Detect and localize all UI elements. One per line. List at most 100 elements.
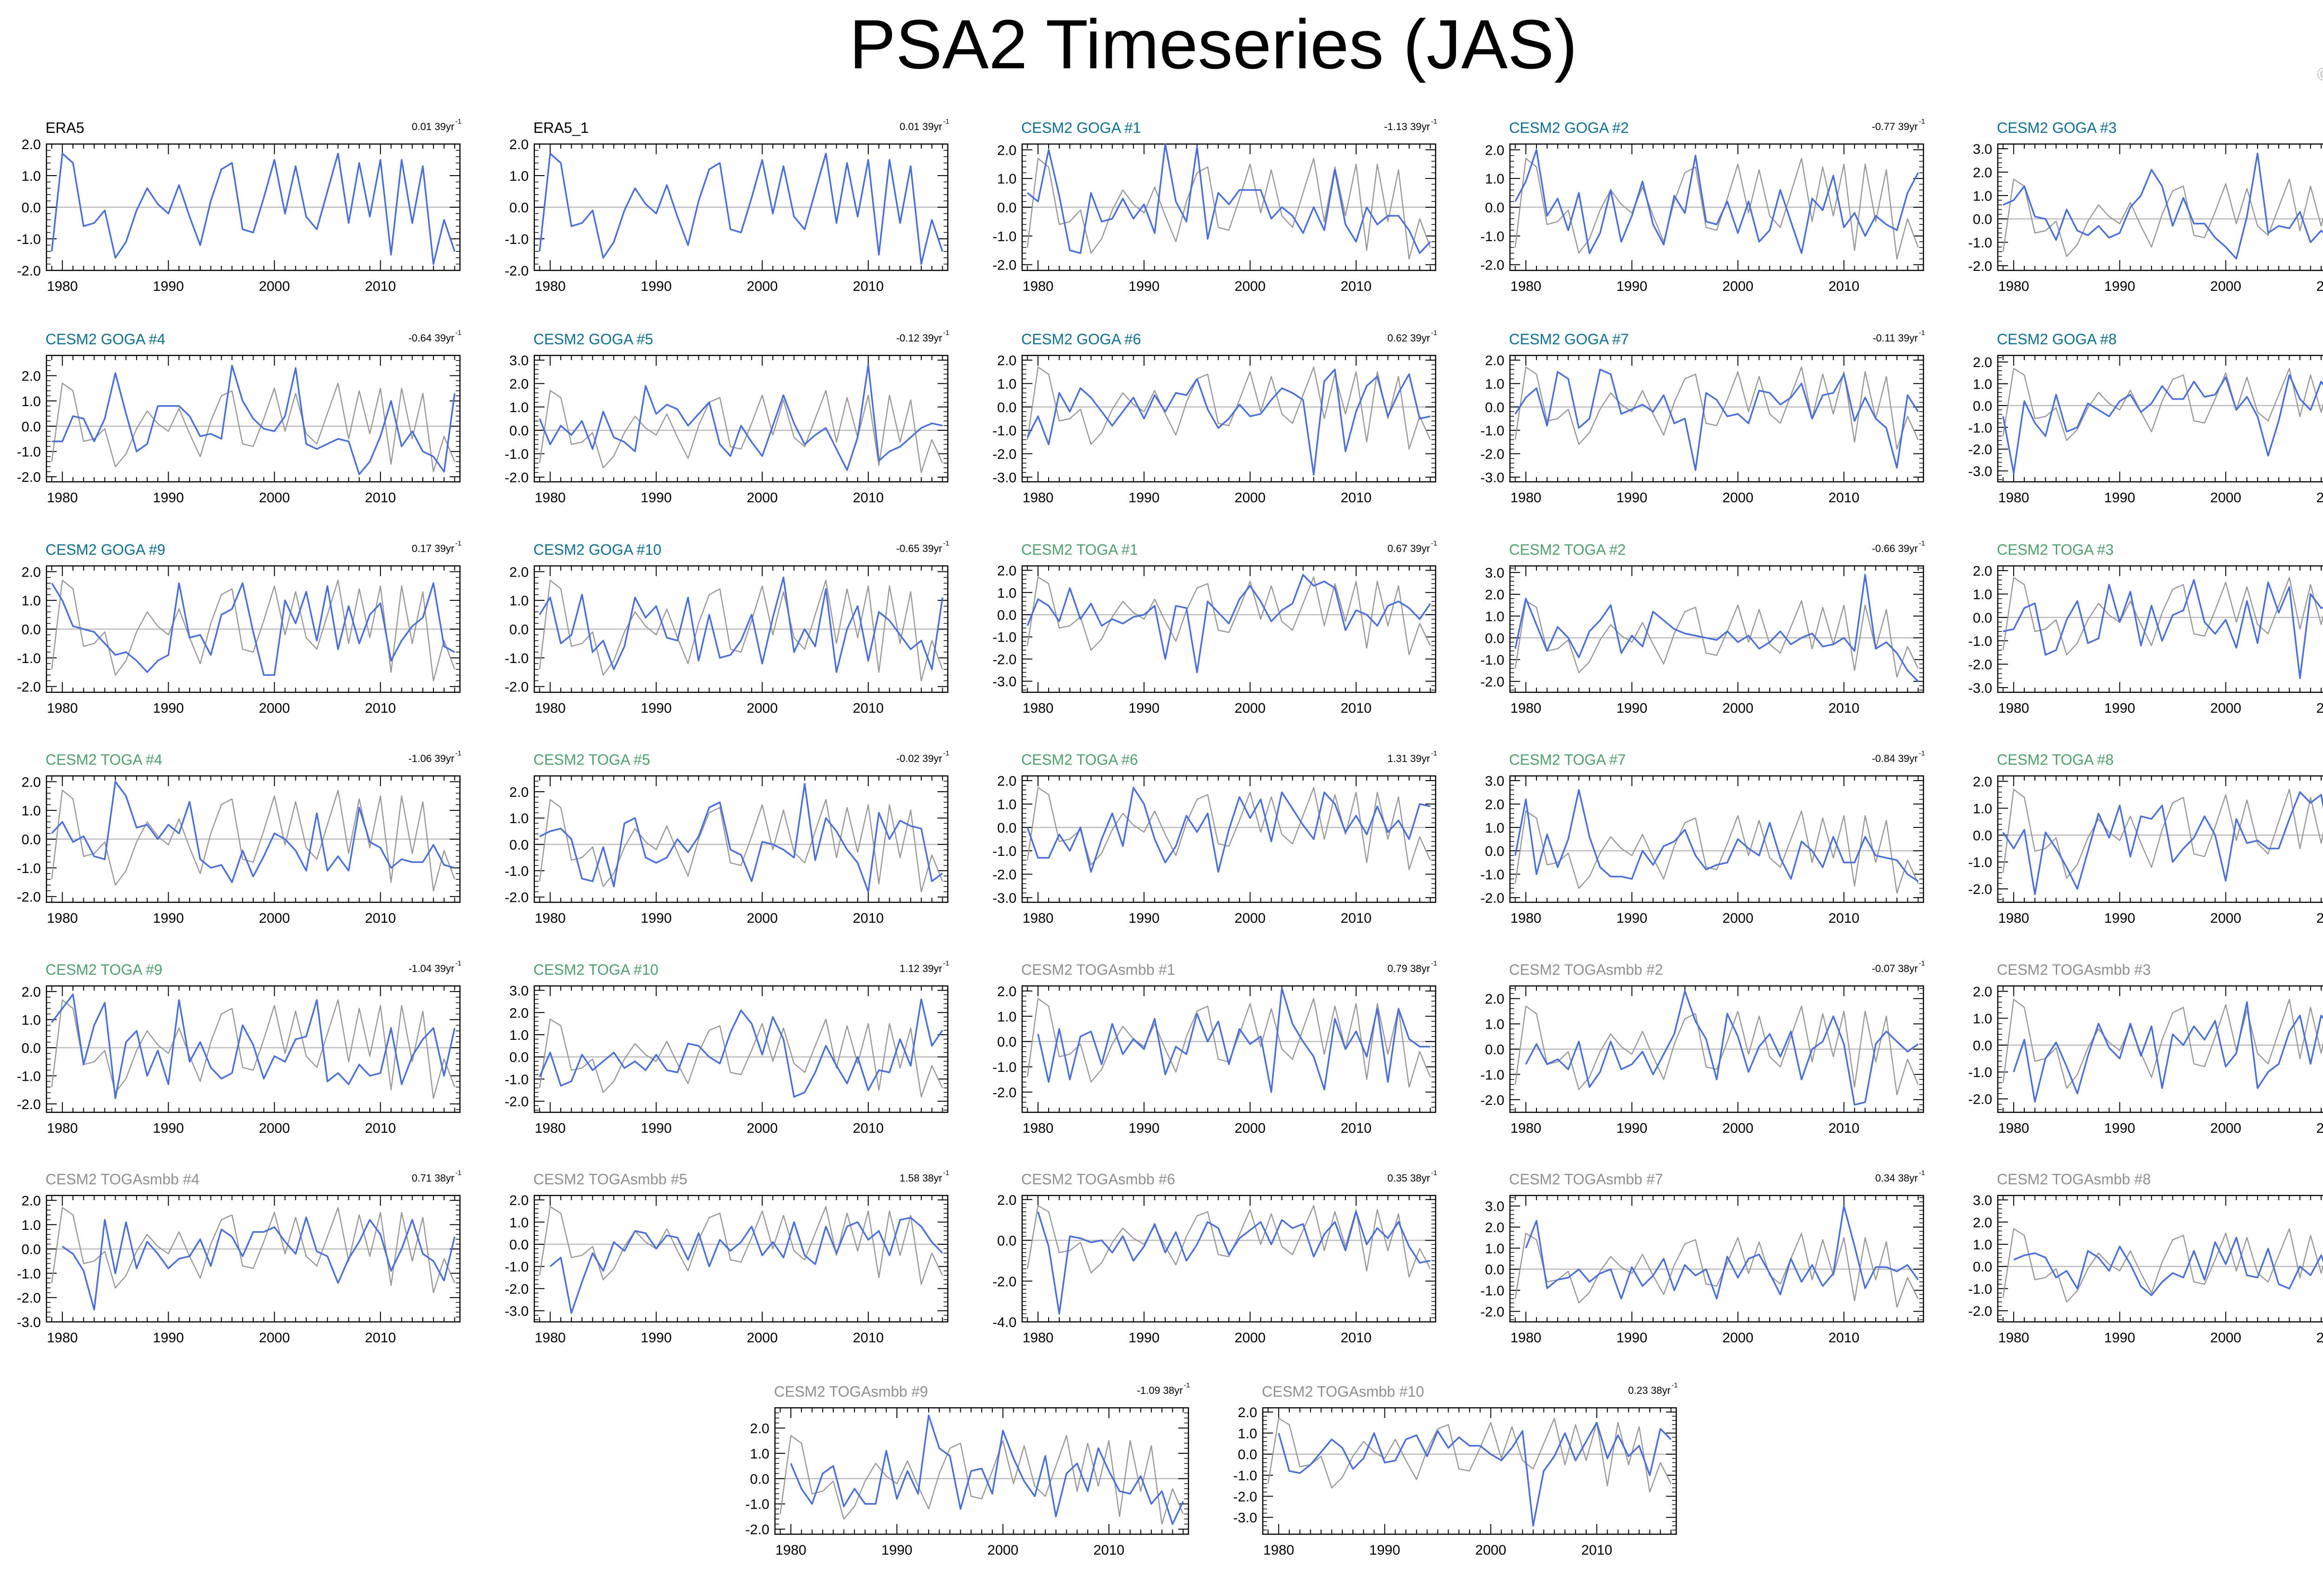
x-tick-label: 2000 [747,701,778,716]
panel-25: 2.0 1.0 0.0 -1.0 -2.0 1980 1990 2000 2010 CESM2 T… [1968,961,2323,1136]
x-tick-label: 1990 [1616,1330,1647,1346]
y-tick-label: 1.0 [1973,801,1992,816]
panel-22: 3.0 2.0 1.0 0.0 -1.0 -2.0 1980 1990 2000 2010 CESM… [505,959,949,1136]
panel-frame [1021,1195,1437,1323]
x-tick-label: 2000 [747,911,778,926]
y-tick-label: -1.0 [1480,423,1504,439]
x-tick-label: 1980 [1510,911,1542,926]
trend-exponent: -1 [1431,1169,1437,1177]
y-tick-label: 1.0 [509,400,529,415]
x-tick-label: 1980 [47,490,78,506]
y-tick-label: -2.0 [992,652,1017,667]
y-tick-label: 2.0 [1973,564,1992,579]
y-tick-label: 0.0 [1973,212,1992,227]
y-tick-label: -4.0 [992,1315,1017,1330]
trend-label: 1.58 38yr [899,1172,942,1184]
x-tick-label: 2010 [853,1330,884,1346]
y-tick-label: -1.0 [1480,867,1504,883]
y-tick-label: 1.0 [21,1013,41,1028]
series-line [1525,1205,1919,1300]
x-tick-label: 1990 [641,911,672,926]
y-tick-label: -1.0 [1968,420,1992,436]
y-tick-label: 3.0 [1485,774,1504,789]
trend-exponent: -1 [1431,959,1437,967]
y-tick-label: -2.0 [1968,1092,1992,1107]
y-tick-label: 2.0 [509,785,529,800]
x-tick-label: 1990 [1129,490,1160,506]
y-tick-label: 0.0 [21,1242,41,1257]
trend-exponent: -1 [1184,1381,1190,1389]
panel-title: CESM2 GOGA #9 [46,541,165,558]
series-line [1026,574,1431,673]
trend-exponent: -1 [455,118,461,125]
trend-label: 0.17 39yr [412,543,454,554]
trend-label: -1.09 38yr [1137,1385,1183,1396]
y-tick-label: -2.0 [1480,447,1504,462]
y-tick-label: -2.0 [1480,675,1504,690]
x-tick-label: 1990 [1616,911,1647,926]
y-tick-label: -2.0 [17,470,41,485]
panel-frame [1509,355,1924,483]
y-tick-label: 0.0 [1973,1260,1992,1275]
panel-26: 2.0 1.0 0.0 -1.0 -2.0 -3.0 1980 1990 2000 2010 CES… [17,1169,461,1346]
panel-16: 2.0 1.0 0.0 -1.0 -2.0 1980 1990 2000 2010 CESM2 T… [17,749,461,926]
panel-4: 2.0 1.0 0.0 -1.0 -2.0 1980 1990 2000 2010 CESM2 G… [1480,118,1925,294]
y-tick-label: -2.0 [1480,1093,1504,1108]
y-tick-label: 2.0 [997,143,1017,158]
y-tick-label: -2.0 [1968,657,1992,673]
y-tick-label: 0.0 [750,1471,769,1487]
x-tick-label: 2010 [1340,490,1371,506]
series-line [51,781,455,883]
x-tick-label: 1990 [2104,490,2135,506]
x-tick-label: 2010 [1828,279,1859,294]
trend-label: 0.34 38yr [1875,1172,1918,1184]
y-tick-label: -1.0 [505,232,529,247]
y-tick-label: -2.0 [1480,258,1504,273]
trend-exponent: -1 [1919,749,1925,757]
y-tick-label: 0.0 [509,200,529,216]
series-line [62,1216,456,1311]
panel-title: ERA5 [46,119,85,136]
series-line [1514,368,1919,471]
panel-title: CESM2 GOGA #8 [1997,331,2117,348]
x-tick-label: 1990 [1129,911,1160,926]
trend-label: -0.12 39yr [896,332,942,344]
y-tick-label: 3.0 [1973,1193,1992,1208]
reference-series-line [1027,1205,1431,1278]
y-tick-label: -3.0 [1968,464,1992,479]
trend-exponent: -1 [943,118,949,125]
x-tick-label: 1980 [47,701,78,716]
panel-6: 2.0 1.0 0.0 -1.0 -2.0 1980 1990 2000 2010 CESM2 G… [17,329,461,506]
trend-exponent: -1 [943,1169,949,1177]
panel-title: CESM2 TOGAsmbb #6 [1021,1171,1175,1188]
trend-label: 0.79 38yr [1387,963,1430,974]
y-tick-label: -2.0 [992,447,1017,462]
x-tick-label: 2000 [1722,701,1753,716]
panel-11: 2.0 1.0 0.0 -1.0 -2.0 1980 1990 2000 2010 CESM2 G… [17,539,461,716]
x-tick-label: 1980 [1510,1121,1542,1136]
panel-frame [533,775,949,903]
y-tick-label: 2.0 [1485,353,1504,368]
panel-8: 2.0 1.0 0.0 -1.0 -2.0 -3.0 1980 1990 2000 2010 CES… [992,329,1437,506]
panel-title: CESM2 GOGA #6 [1021,331,1141,348]
y-tick-label: 0.0 [1973,611,1992,626]
x-tick-label: 1980 [1023,490,1054,506]
y-tick-label: 0.0 [997,1234,1017,1249]
x-tick-label: 2010 [2316,1121,2323,1136]
x-tick-label: 2010 [1828,1330,1859,1346]
y-tick-label: 0.0 [997,608,1017,623]
y-tick-label: 2.0 [997,1193,1017,1208]
y-tick-label: 1.0 [750,1446,769,1462]
trend-exponent: -1 [1431,329,1437,337]
x-tick-label: 1990 [1129,279,1160,294]
y-tick-label: -1.0 [505,1072,529,1087]
y-tick-label: 0.0 [997,821,1017,836]
x-tick-label: 1990 [2104,1121,2135,1136]
y-tick-label: 0.0 [1485,200,1504,216]
y-tick-label: -1.0 [1968,855,1992,870]
x-tick-label: 2010 [1828,911,1859,926]
reference-series-line [51,999,455,1099]
trend-label: 0.35 38yr [1387,1172,1430,1184]
reference-series-line [1515,600,1919,678]
y-tick-label: 2.0 [997,774,1017,789]
